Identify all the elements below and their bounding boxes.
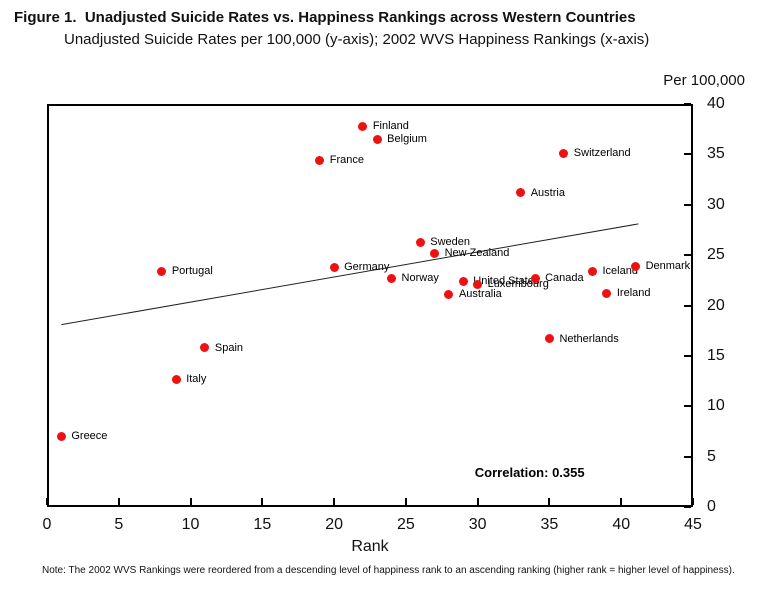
data-point-label: France	[329, 154, 364, 167]
correlation-annotation: Correlation: 0.355	[474, 464, 585, 480]
data-point-label: Sweden	[430, 236, 470, 249]
x-tick-label: 40	[612, 516, 631, 533]
data-point-label: New Zealand	[444, 247, 510, 260]
plot-area: Correlation: 0.355 Greece Portugal Italy Sp…	[46, 103, 694, 508]
x-tick-mark	[46, 498, 48, 505]
data-point-label: Norway	[401, 272, 439, 285]
x-tick-mark	[548, 498, 551, 505]
data-point-label: Switzerland	[573, 147, 631, 160]
data-point	[473, 279, 483, 289]
y-tick-label: 5	[707, 447, 716, 465]
data-point	[200, 343, 210, 353]
x-tick-label: 30	[468, 516, 487, 533]
x-tick-label: 5	[114, 516, 124, 533]
x-tick-mark	[261, 498, 264, 505]
data-point	[358, 121, 368, 131]
x-tick-mark	[189, 498, 192, 505]
y-tick-mark	[684, 405, 691, 408]
data-point-label: Austria	[530, 186, 565, 199]
y-tick-mark	[684, 254, 691, 257]
data-point	[602, 288, 612, 298]
data-point	[56, 431, 66, 441]
y-tick-mark	[684, 455, 691, 458]
data-point	[157, 266, 167, 276]
y-tick-label: 35	[707, 145, 725, 163]
data-point-label: Greece	[71, 430, 108, 443]
data-point	[516, 188, 526, 198]
data-point-label: Spain	[214, 341, 244, 354]
x-tick-mark	[692, 498, 694, 505]
data-point	[430, 248, 440, 258]
y-tick-label: 40	[707, 95, 725, 112]
x-axis-label: Rank	[351, 538, 389, 555]
y-tick-mark	[684, 506, 691, 508]
data-point	[559, 148, 569, 158]
y-tick-label: 10	[707, 397, 725, 415]
data-point	[530, 273, 540, 283]
x-tick-mark	[117, 498, 120, 505]
figure-note: Note: The 2002 WVS Rankings were reorder…	[42, 565, 735, 576]
y-tick-mark	[684, 153, 691, 156]
data-point	[372, 134, 382, 144]
x-tick-label: 15	[253, 516, 272, 533]
x-tick-label: 10	[181, 516, 200, 533]
data-point	[329, 262, 339, 272]
x-tick-label: 20	[325, 516, 343, 533]
data-point	[444, 289, 454, 299]
data-point-label: Canada	[545, 272, 584, 285]
data-point	[544, 334, 554, 344]
y-tick-mark	[684, 354, 691, 357]
data-point-label: Ireland	[616, 287, 651, 300]
y-tick-label: 30	[707, 195, 725, 213]
y-axis-unit-label: Per 100,000	[663, 72, 745, 89]
data-point	[171, 374, 181, 384]
x-tick-mark	[476, 498, 479, 505]
y-tick-mark	[684, 304, 691, 307]
data-point-label: Germany	[344, 261, 390, 274]
x-tick-label: 0	[42, 516, 52, 533]
x-tick-mark	[620, 498, 623, 505]
x-tick-label: 25	[396, 516, 415, 533]
x-tick-label: 35	[540, 516, 559, 533]
data-point-label: Iceland	[602, 265, 638, 278]
data-point	[387, 273, 397, 283]
data-point-label: Italy	[186, 373, 207, 386]
y-tick-label: 25	[707, 246, 725, 264]
figure-title: Figure 1. Unadjusted Suicide Rates vs. H…	[14, 9, 636, 26]
data-point-label: Luxembourg	[487, 278, 549, 291]
y-tick-mark	[684, 103, 691, 105]
x-tick-mark	[333, 498, 336, 505]
data-point-label: Belgium	[387, 133, 427, 146]
data-point	[458, 276, 468, 286]
figure-subtitle: Unadjusted Suicide Rates per 100,000 (y-…	[64, 31, 650, 48]
data-point-label: Australia	[458, 288, 502, 301]
trend-line	[61, 223, 639, 326]
y-tick-label: 15	[707, 346, 725, 364]
x-tick-mark	[404, 498, 407, 505]
y-tick-label: 20	[707, 296, 725, 314]
x-tick-label: 45	[684, 516, 702, 533]
data-point-label: Portugal	[171, 265, 213, 278]
data-point	[415, 237, 425, 247]
y-tick-mark	[684, 203, 691, 206]
data-point-label: Denmark	[645, 260, 691, 273]
data-point-label: United States	[473, 275, 540, 288]
data-point-label: Netherlands	[559, 332, 619, 345]
y-tick-label: 0	[707, 498, 716, 515]
data-point	[315, 155, 325, 165]
data-point-label: Finland	[372, 120, 409, 133]
data-point	[631, 261, 641, 271]
data-point	[588, 266, 597, 276]
